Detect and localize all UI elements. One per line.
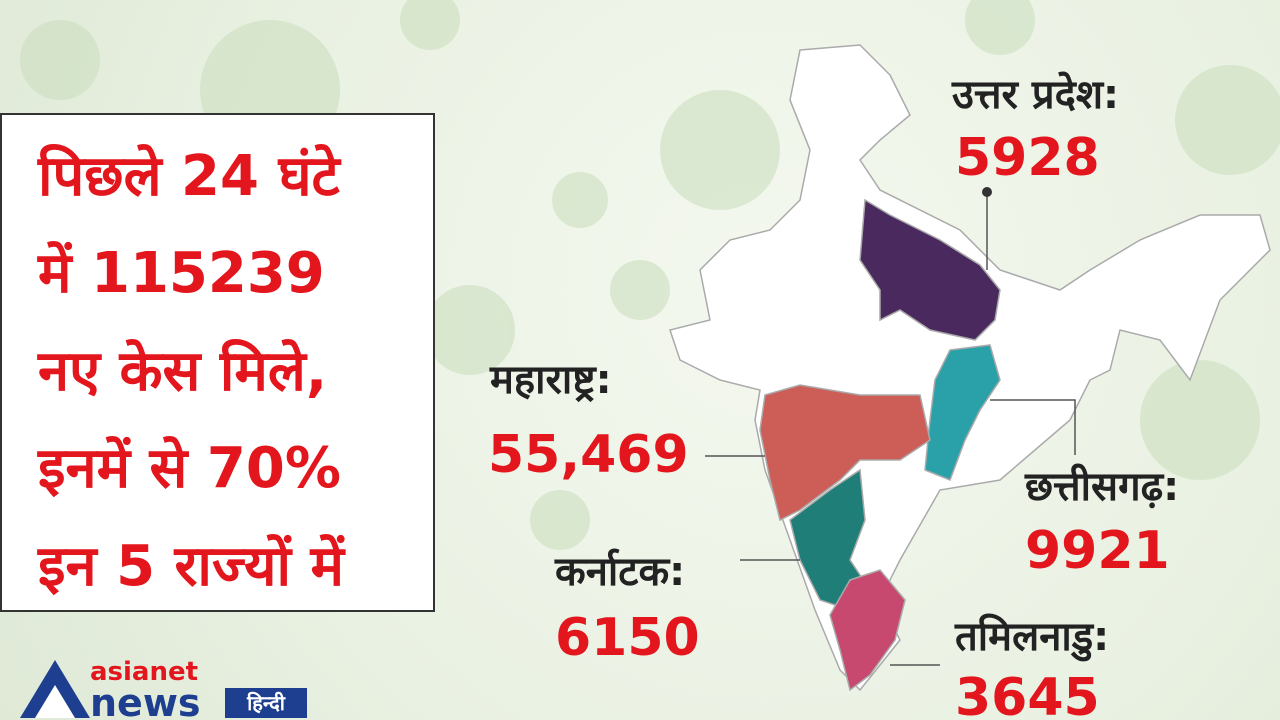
logo-language: हिन्दी xyxy=(246,691,286,715)
logo-brand: asianet xyxy=(90,657,198,687)
virus-background xyxy=(20,0,1280,550)
logo-badge xyxy=(225,688,307,718)
headline-line: पिछले 24 घंटे xyxy=(37,143,342,209)
headline-box xyxy=(0,113,435,612)
state-name: उत्तर प्रदेश: xyxy=(951,71,1119,118)
leader-dot xyxy=(982,187,992,197)
headline-line: नए केस मिले, xyxy=(37,338,327,404)
logo-product: news xyxy=(90,681,201,720)
headline-line: इन 5 राज्यों में xyxy=(37,533,346,599)
state-name: कर्नाटक: xyxy=(554,548,685,595)
state-name: महाराष्ट्र: xyxy=(489,357,612,403)
leader-lines xyxy=(705,192,1076,666)
headline-line: में 115239 xyxy=(37,240,325,306)
state-cases: 55,469 xyxy=(488,425,689,485)
state-cases: 3645 xyxy=(955,668,1100,720)
headline-line: इनमें से 70% xyxy=(37,435,341,501)
state-name: तमिलनाडु: xyxy=(954,613,1109,662)
state-cases: 9921 xyxy=(1025,521,1170,581)
state-name: छत्तीसगढ़: xyxy=(1024,463,1179,510)
logo: asianet news हिन्दी xyxy=(20,657,307,720)
state-cases: 6150 xyxy=(555,608,700,668)
state-cases: 5928 xyxy=(955,128,1100,188)
india-map xyxy=(669,44,1271,692)
